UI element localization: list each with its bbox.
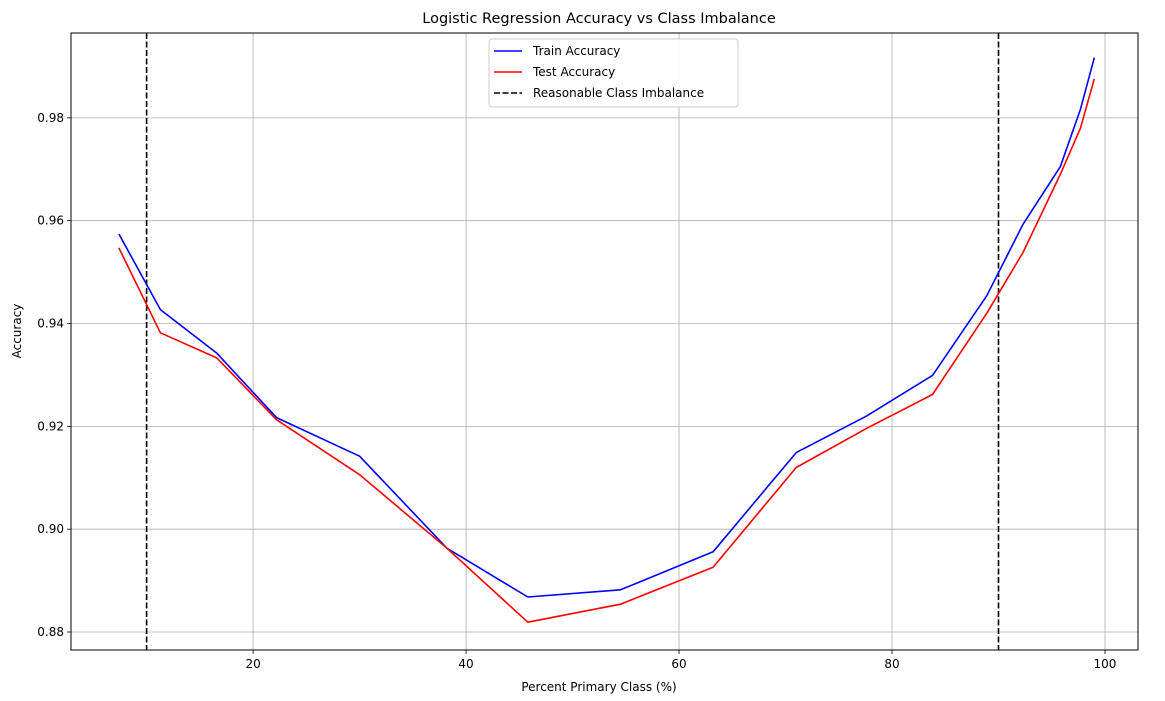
legend-box: [488, 38, 739, 108]
legend: Train Accuracy Test Accuracy Reasonable …: [488, 38, 739, 108]
x-tick-label: 40: [458, 657, 473, 671]
vertical-reference-lines: [145, 33, 1000, 650]
y-tick-label: 0.98: [37, 111, 64, 125]
y-tick-label: 0.88: [37, 625, 64, 639]
y-tick-label: 0.96: [37, 214, 64, 228]
plot-frame: [70, 32, 1139, 651]
x-axis-label: Percent Primary Class (%): [521, 680, 676, 694]
y-tick-label: 0.90: [37, 522, 64, 536]
x-tick-label: 60: [671, 657, 686, 671]
x-tick-label: 100: [1094, 657, 1117, 671]
legend-imbalance-label: Reasonable Class Imbalance: [533, 86, 704, 100]
y-ticks: 0.88 0.90 0.92 0.94 0.96 0.98: [37, 111, 71, 639]
chart-title: Logistic Regression Accuracy vs Class Im…: [422, 11, 776, 27]
x-tick-label: 80: [884, 657, 899, 671]
legend-train-label: Train Accuracy: [532, 44, 620, 58]
x-tick-label: 20: [245, 657, 260, 671]
x-ticks: 20 40 60 80 100: [245, 650, 1116, 671]
grid-lines: [71, 33, 1138, 650]
data-series: [118, 57, 1096, 624]
y-tick-label: 0.92: [37, 419, 64, 433]
y-tick-label: 0.94: [37, 317, 64, 331]
test-accuracy-line: [118, 78, 1096, 624]
y-axis-label: Accuracy: [10, 304, 24, 359]
legend-test-label: Test Accuracy: [532, 65, 615, 79]
train-accuracy-line: [118, 57, 1096, 598]
